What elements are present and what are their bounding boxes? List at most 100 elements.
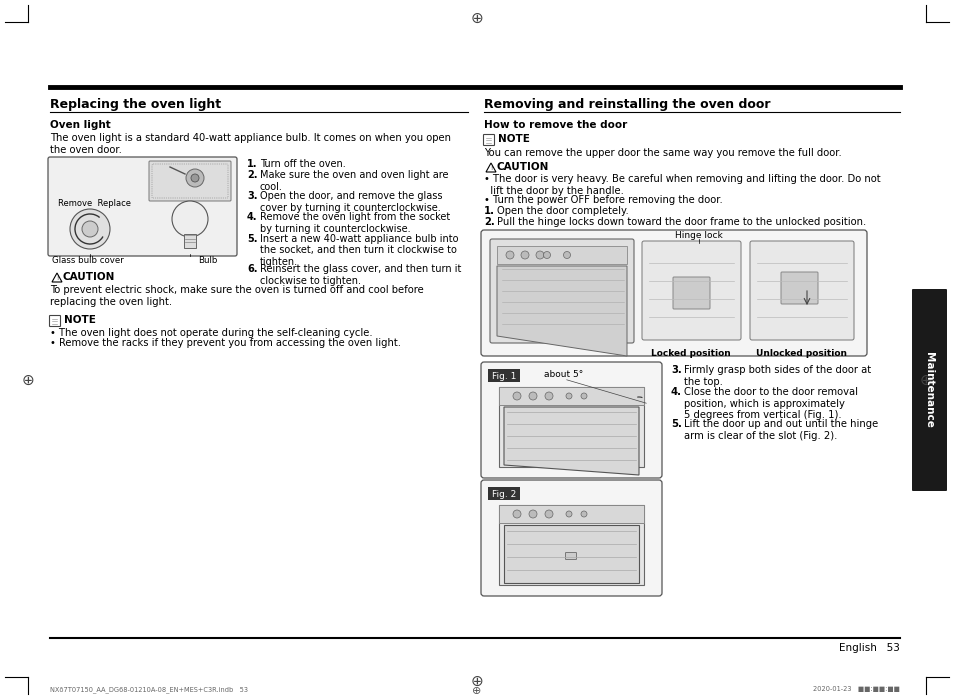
- Text: Bulb: Bulb: [198, 256, 217, 265]
- Text: Remove the oven light from the socket
by turning it counterclockwise.: Remove the oven light from the socket by…: [260, 212, 450, 234]
- Circle shape: [544, 392, 553, 400]
- Circle shape: [186, 169, 204, 187]
- Text: NXð7T07150_AA_DG68-01210A-08_EN+MES+C3R.indb   53: NXð7T07150_AA_DG68-01210A-08_EN+MES+C3R.…: [50, 686, 248, 693]
- FancyBboxPatch shape: [498, 387, 643, 405]
- Text: Turn off the oven.: Turn off the oven.: [260, 159, 345, 169]
- Text: Lift the door up and out until the hinge
arm is clear of the slot (Fig. 2).: Lift the door up and out until the hinge…: [683, 419, 878, 440]
- FancyBboxPatch shape: [149, 161, 231, 201]
- FancyBboxPatch shape: [498, 505, 643, 585]
- Text: ⊕: ⊕: [919, 373, 931, 387]
- Text: about 5°: about 5°: [544, 370, 583, 379]
- Text: Fig. 1: Fig. 1: [492, 372, 516, 381]
- Text: • Remove the racks if they prevent you from accessing the oven light.: • Remove the racks if they prevent you f…: [50, 338, 400, 349]
- Text: Remove  Replace: Remove Replace: [58, 199, 131, 208]
- FancyBboxPatch shape: [490, 239, 634, 343]
- Text: Close the door to the door removal
position, which is approximately
5 degrees fr: Close the door to the door removal posit…: [683, 387, 857, 420]
- Circle shape: [82, 221, 98, 237]
- Text: English   53: English 53: [839, 643, 899, 653]
- FancyBboxPatch shape: [480, 230, 866, 356]
- Circle shape: [580, 393, 586, 399]
- FancyBboxPatch shape: [498, 387, 643, 467]
- FancyBboxPatch shape: [565, 552, 576, 559]
- Text: Unlocked position: Unlocked position: [756, 349, 846, 358]
- Circle shape: [513, 392, 520, 400]
- Text: Removing and reinstalling the oven door: Removing and reinstalling the oven door: [483, 98, 770, 111]
- Text: NOTE: NOTE: [64, 315, 95, 325]
- FancyBboxPatch shape: [50, 315, 60, 326]
- Circle shape: [536, 251, 543, 259]
- Text: Open the door completely.: Open the door completely.: [497, 206, 628, 216]
- FancyBboxPatch shape: [641, 241, 740, 340]
- FancyBboxPatch shape: [498, 505, 643, 523]
- Text: Reinsert the glass cover, and then turn it
clockwise to tighten.: Reinsert the glass cover, and then turn …: [260, 264, 461, 286]
- Text: !: !: [489, 166, 492, 171]
- Text: CAUTION: CAUTION: [63, 272, 115, 282]
- Text: ⊕: ⊕: [472, 686, 481, 696]
- Text: Locked position: Locked position: [651, 349, 730, 358]
- Text: ⊕: ⊕: [22, 373, 34, 387]
- Circle shape: [543, 252, 550, 259]
- Circle shape: [70, 209, 110, 249]
- Text: 2.: 2.: [483, 217, 495, 227]
- Text: To prevent electric shock, make sure the oven is turned off and cool before
repl: To prevent electric shock, make sure the…: [50, 285, 423, 307]
- FancyBboxPatch shape: [488, 487, 519, 500]
- FancyBboxPatch shape: [480, 480, 661, 596]
- Circle shape: [565, 511, 572, 517]
- Text: Maintenance: Maintenance: [923, 352, 934, 428]
- Text: 1.: 1.: [247, 159, 257, 169]
- Text: NOTE: NOTE: [497, 134, 529, 144]
- Circle shape: [520, 251, 529, 259]
- Text: 2.: 2.: [247, 171, 257, 180]
- Text: • The oven light does not operate during the self-cleaning cycle.: • The oven light does not operate during…: [50, 328, 373, 338]
- Text: 4.: 4.: [247, 212, 257, 222]
- Text: 1.: 1.: [483, 206, 495, 216]
- Text: 2020-01-23   ■■:■■:■■: 2020-01-23 ■■:■■:■■: [812, 686, 899, 692]
- Text: Replacing the oven light: Replacing the oven light: [50, 98, 221, 111]
- FancyBboxPatch shape: [488, 369, 519, 382]
- Text: Glass bulb cover: Glass bulb cover: [52, 256, 124, 265]
- Text: The oven light is a standard 40-watt appliance bulb. It comes on when you open
t: The oven light is a standard 40-watt app…: [50, 133, 451, 154]
- Polygon shape: [503, 407, 639, 475]
- Text: • Turn the power OFF before removing the door.: • Turn the power OFF before removing the…: [483, 195, 722, 205]
- Text: !: !: [56, 277, 58, 282]
- Circle shape: [513, 510, 520, 518]
- Circle shape: [565, 393, 572, 399]
- FancyBboxPatch shape: [911, 289, 946, 491]
- Text: 4.: 4.: [670, 387, 681, 397]
- Text: ⊕: ⊕: [470, 10, 483, 25]
- Text: Fig. 2: Fig. 2: [492, 490, 516, 499]
- Circle shape: [563, 252, 570, 259]
- FancyBboxPatch shape: [480, 362, 661, 478]
- Text: Insert a new 40-watt appliance bulb into
the socket, and then turn it clockwise : Insert a new 40-watt appliance bulb into…: [260, 233, 458, 267]
- Text: How to remove the door: How to remove the door: [483, 120, 626, 130]
- Text: 6.: 6.: [247, 264, 257, 275]
- Text: 3.: 3.: [670, 365, 681, 375]
- Circle shape: [580, 511, 586, 517]
- Circle shape: [529, 510, 537, 518]
- FancyBboxPatch shape: [184, 234, 195, 248]
- FancyBboxPatch shape: [781, 272, 817, 304]
- Text: 5.: 5.: [247, 233, 257, 243]
- Text: Make sure the oven and oven light are
cool.: Make sure the oven and oven light are co…: [260, 171, 448, 192]
- FancyBboxPatch shape: [48, 157, 236, 256]
- FancyBboxPatch shape: [503, 525, 639, 583]
- Text: CAUTION: CAUTION: [497, 162, 549, 172]
- Text: 5.: 5.: [670, 419, 681, 429]
- Text: ⊕: ⊕: [470, 674, 483, 689]
- Text: Hinge lock: Hinge lock: [675, 231, 722, 240]
- FancyBboxPatch shape: [483, 134, 494, 145]
- FancyBboxPatch shape: [672, 277, 709, 309]
- Circle shape: [505, 251, 514, 259]
- FancyBboxPatch shape: [749, 241, 853, 340]
- Text: Oven light: Oven light: [50, 120, 111, 130]
- Text: 3.: 3.: [247, 192, 257, 201]
- Text: • The door is very heavy. Be careful when removing and lifting the door. Do not
: • The door is very heavy. Be careful whe…: [483, 174, 880, 196]
- FancyBboxPatch shape: [497, 246, 626, 264]
- Circle shape: [529, 392, 537, 400]
- Text: Pull the hinge locks down toward the door frame to the unlocked position.: Pull the hinge locks down toward the doo…: [497, 217, 865, 227]
- Circle shape: [544, 510, 553, 518]
- Text: You can remove the upper door the same way you remove the full door.: You can remove the upper door the same w…: [483, 148, 841, 158]
- Text: Open the door, and remove the glass
cover by turning it counterclockwise.: Open the door, and remove the glass cove…: [260, 192, 442, 213]
- Text: Firmly grasp both sides of the door at
the top.: Firmly grasp both sides of the door at t…: [683, 365, 870, 387]
- Circle shape: [172, 201, 208, 237]
